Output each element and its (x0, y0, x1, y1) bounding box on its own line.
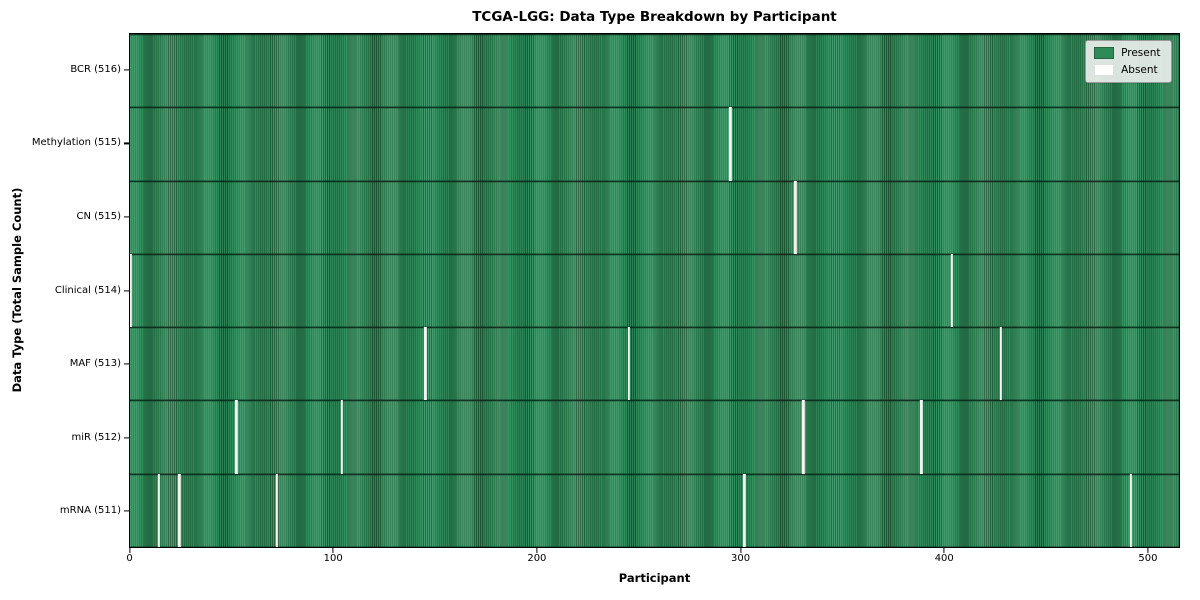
absent-marker (802, 400, 805, 474)
absent-marker (920, 400, 923, 474)
legend-swatch-icon (1094, 64, 1115, 76)
row-BCR (129, 34, 1179, 108)
y-tick-mark (124, 437, 129, 439)
y-tick-mark (124, 142, 129, 144)
x-tick-label: 0 (126, 553, 133, 564)
y-tick-mark (124, 289, 129, 292)
legend-swatch-icon (1094, 47, 1115, 59)
row-CN (129, 180, 1179, 254)
absent-marker (340, 400, 344, 474)
row-MAF (129, 327, 1179, 401)
plot-area: Present Absent (128, 33, 1180, 548)
chart-title: TCGA-LGG: Data Type Breakdown by Partici… (472, 9, 837, 25)
y-tick-mark (124, 363, 129, 365)
legend-item-present: Present (1094, 46, 1161, 59)
absent-marker (157, 473, 161, 547)
x-tick-label: 500 (1138, 553, 1158, 564)
absent-marker (950, 253, 953, 328)
row-mRNA (129, 473, 1179, 547)
x-tick-mark (739, 548, 742, 553)
x-tick-mark (1147, 548, 1149, 553)
x-tick-label: 200 (527, 553, 547, 564)
x-tick-mark (536, 548, 538, 553)
absent-marker (999, 327, 1002, 401)
row-miR (129, 400, 1179, 474)
absent-marker (424, 327, 427, 401)
x-tick-label: 400 (934, 553, 954, 564)
x-tick-label: 300 (731, 553, 751, 564)
absent-marker (794, 180, 797, 254)
absent-marker (729, 107, 732, 181)
absent-marker (743, 473, 746, 547)
y-tick-mark (124, 69, 129, 71)
y-tick-label: Methylation (515) (31, 137, 121, 149)
row-Clinical (129, 253, 1179, 328)
absent-marker (1129, 473, 1132, 547)
absent-marker (178, 473, 181, 547)
y-tick-mark (124, 216, 129, 218)
absent-marker (129, 253, 132, 328)
y-tick-label: MAF (513) (69, 358, 121, 370)
y-tick-mark (124, 510, 129, 512)
y-tick-label: BCR (516) (70, 63, 121, 75)
x-tick-mark (128, 548, 131, 553)
x-axis-label: Participant (618, 571, 691, 585)
x-tick-label: 100 (323, 553, 343, 564)
y-tick-label: CN (515) (76, 210, 121, 222)
y-tick-label: Clinical (514) (54, 284, 121, 296)
absent-marker (627, 327, 630, 401)
legend: Present Absent (1085, 40, 1172, 83)
absent-marker (275, 473, 279, 547)
legend-label: Present (1121, 46, 1161, 59)
legend-label: Absent (1121, 63, 1158, 76)
row-Methylation (129, 107, 1179, 181)
y-tick-label: miR (512) (71, 431, 121, 443)
legend-item-absent: Absent (1094, 64, 1160, 76)
x-tick-mark (332, 548, 334, 553)
absent-marker (235, 400, 238, 474)
y-tick-label: mRNA (511) (59, 505, 121, 517)
x-tick-mark (943, 548, 945, 553)
